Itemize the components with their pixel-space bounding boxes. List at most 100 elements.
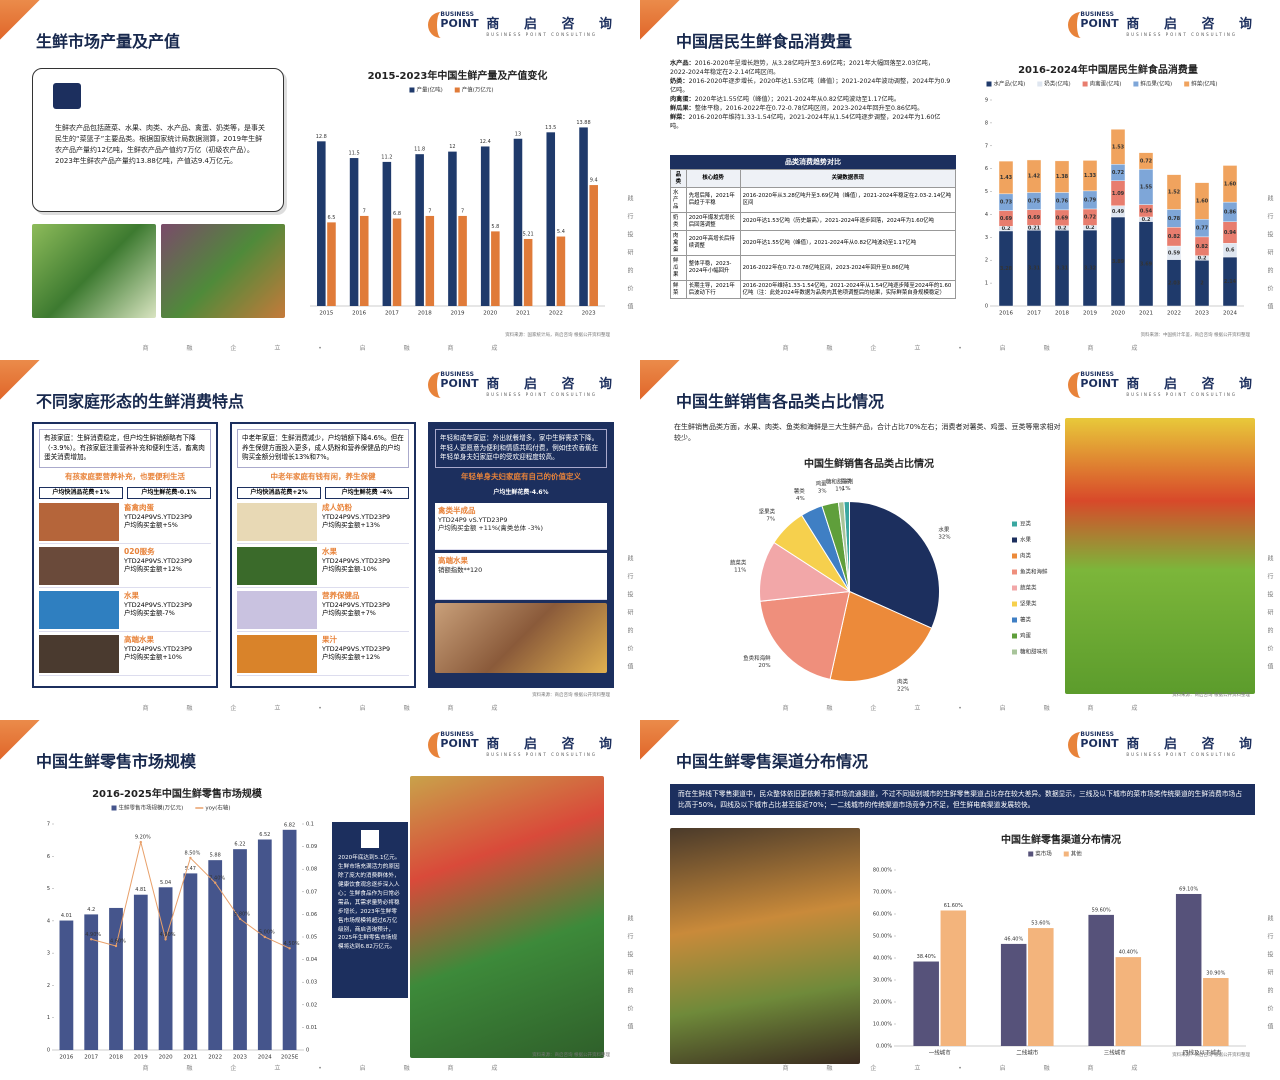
legend-label: 鲜菜(亿吨)	[1191, 80, 1217, 88]
bar	[940, 910, 967, 1046]
bar	[1138, 152, 1154, 170]
legend-label: 肉禽蛋(亿吨)	[1090, 80, 1122, 88]
data-label: 11.8	[414, 147, 425, 153]
header-cell: 核心趋势	[685, 168, 741, 189]
logo: BUSINESS POINT 商 启 咨 询 BUSINESS POINT CONSU…	[428, 372, 622, 398]
point	[214, 881, 217, 884]
bar	[1194, 182, 1210, 220]
slice-label: 坚果类	[759, 507, 776, 515]
bar	[448, 151, 457, 306]
data-label: 0.2	[1142, 217, 1151, 223]
data-label: 3.31	[1056, 266, 1069, 272]
data-label: 0.54	[1140, 208, 1153, 214]
table: 品类 核心趋势 关键数据表现 水产品 先增后降，2021年后趋于平稳 2016-2020年…	[670, 168, 957, 300]
x-tick-label: 2021	[1139, 311, 1153, 317]
thumb	[237, 503, 317, 542]
text-box: 而在生鲜线下零售渠道中，民众整体依旧更依赖于菜市场流通渠道，不过不同级别城市的生…	[670, 784, 1255, 816]
tags: 户均快消品花费+2% 户均生鲜花费 -4%	[237, 486, 409, 500]
note-label: 鲜瓜果：	[670, 104, 695, 112]
y-tick-label: 2	[47, 983, 50, 989]
point	[139, 840, 142, 844]
bar	[183, 873, 198, 1050]
chart-title: 2015-2023年中国生鲜产量及产值变化	[368, 69, 548, 82]
photo	[410, 776, 604, 1058]
group: 中老年家庭：生鲜消费减少，户均销额下降4.6%。但在养生保健方面投入更多，成人奶…	[230, 422, 416, 688]
group-intro: 年轻和成年家庭：外出就餐增多，家中生鲜需求下降。年轻人更愿意为便利和情感共鸣付费…	[435, 429, 607, 468]
legend-label: 坚果类	[1020, 600, 1037, 608]
thumb	[237, 547, 317, 586]
brand-name: 商 启 咨 询	[486, 737, 622, 752]
item: 020服务 YTD24P9VS.YTD23P9 户均购买金额+12%	[39, 547, 211, 589]
item-name: 高端水果	[124, 635, 154, 645]
point	[164, 938, 167, 941]
item-text: 成人奶粉 YTD24P9VS.YTD23P9 户均购买金额+13%	[322, 503, 390, 543]
item-period: 销额指数**120	[438, 565, 483, 574]
x-tick-label: 2022	[1167, 311, 1181, 317]
y-tick-label: 1	[47, 1015, 50, 1021]
point	[238, 917, 242, 921]
slice-label: 鱼类和海鲜	[743, 654, 771, 662]
legend-swatch	[1037, 81, 1043, 87]
data-label: 38.40%	[917, 954, 936, 960]
side-text: 践行投研的价值	[626, 915, 633, 1041]
icon	[53, 83, 81, 109]
data-label: 6.5	[327, 215, 335, 221]
slice-value: 1%	[835, 486, 844, 492]
legend-label: yoy(右轴)	[205, 804, 230, 812]
legend-swatch	[1012, 617, 1017, 623]
table-row: 奶类 2020年爆发式增长后回落调整 2020年达1.53亿吨（历史最高），2021…	[670, 212, 957, 232]
x-tick-label: 2018	[109, 1055, 123, 1061]
footer: 商 融 企 立 • 启 融 商 成	[782, 705, 1138, 712]
y-tick-label: 8	[985, 120, 988, 126]
bar	[1028, 928, 1054, 1046]
brand-tagline: BUSINESS POINT CONSULTING	[1126, 32, 1237, 37]
item-name: 禽类半成品	[438, 506, 476, 516]
legend-swatch	[1063, 851, 1069, 857]
item: 禽类半成品 YTD24P9 vS.YTD23P9 户均购买金额 +11%(禽类总体 …	[435, 503, 607, 551]
note-label: 奶类：	[670, 77, 689, 85]
legend-swatch	[111, 805, 117, 811]
footer: 商 融 企 立 • 启 融 商 成	[782, 1065, 1138, 1072]
logo-bottom: POINT	[1080, 737, 1119, 750]
legend-label: 蔬菜类	[1020, 584, 1037, 592]
brand-tagline: BUSINESS POINT CONSULTING	[1126, 392, 1237, 397]
item-change: 户均购买金额 +11%(禽类总体 -3%)	[438, 524, 543, 533]
bar	[579, 127, 588, 306]
table-cell: 水产品	[670, 187, 687, 214]
y2-tick-label: 0.09	[306, 844, 317, 850]
data-label: 13.88	[576, 120, 590, 126]
notes: 水产品：2016-2020年呈增长趋势，从3.28亿吨升至3.69亿吨；2021…	[670, 60, 952, 132]
table-row: 水产品 先增后降，2021年后趋于平稳 2016-2020年从3.28亿吨升至3.6…	[670, 187, 957, 214]
y-tick-label: 1	[985, 281, 988, 287]
logo-text: 商 启 咨 询 BUSINESS POINT CONSULTING	[1126, 13, 1262, 37]
data-label: 1.09	[1112, 191, 1125, 197]
photo	[1065, 418, 1255, 694]
tag: 户均生鲜花费-4.6%	[435, 486, 607, 500]
item: 高端水果 销额指数**120	[435, 553, 607, 601]
note-label: 鲜菜：	[670, 113, 689, 121]
y-tick-label: 4	[985, 212, 988, 218]
x-tick-label: 三线城市	[1104, 1049, 1127, 1057]
item-text: 水果 YTD24P9VS.YTD23P9 户均购买金额-10%	[322, 547, 390, 587]
item-name: 果汁	[322, 635, 337, 645]
bar	[109, 907, 123, 1050]
y2-tick-label: 0.02	[306, 1002, 317, 1008]
logo-top: BUSINESS	[1080, 11, 1114, 18]
y-tick-label: 4	[47, 918, 50, 924]
item-name: 高端水果	[438, 556, 468, 566]
slide-title: 中国生鲜零售渠道分布情况	[676, 752, 869, 771]
brand-name: 商 启 咨 询	[1126, 377, 1262, 392]
bar	[513, 138, 523, 306]
bar	[491, 231, 500, 306]
item: 果汁 YTD24P9VS.YTD23P9 户均购买金额+12%	[237, 635, 409, 677]
slide-title: 生鲜市场产量及产值	[36, 32, 181, 51]
legend-label: 鱼类和海鲜	[1020, 568, 1048, 576]
side-text: 践行投研的价值	[626, 195, 633, 321]
data-label: 12.8	[316, 134, 327, 140]
slice-label: 鸡蛋	[816, 480, 828, 488]
slice-label: 豆类	[841, 477, 853, 485]
logo-bottom: POINT	[440, 17, 479, 30]
side-text: 践行投研的价值	[626, 555, 633, 681]
x-tick-label: 2020	[1111, 311, 1125, 317]
tag: 户均生鲜花费 -4%	[325, 486, 409, 500]
